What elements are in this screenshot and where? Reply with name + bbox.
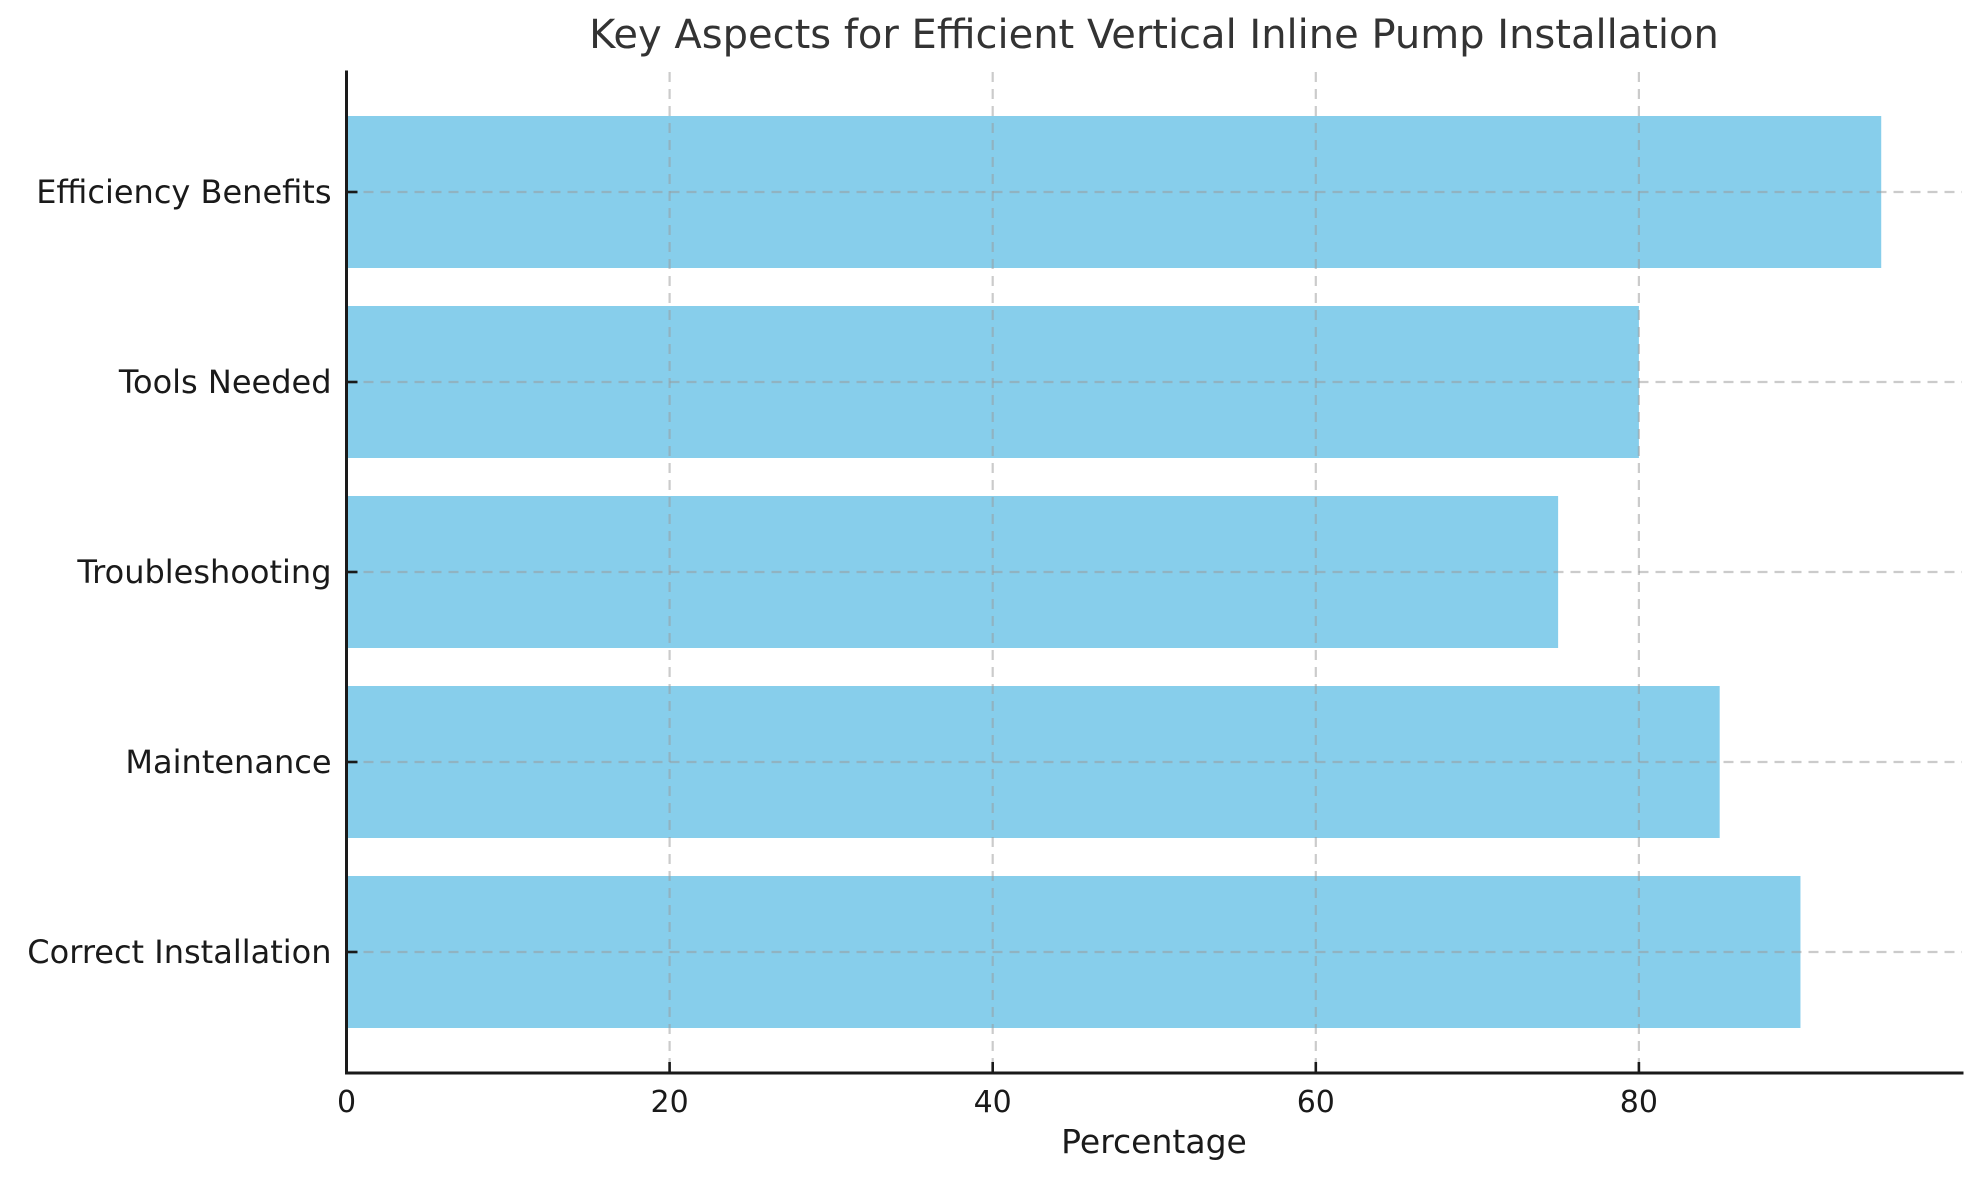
gridlines: [346, 72, 1962, 1073]
plot-area: 0 20 40 60 80 Efficiency Benefits Tools Needed…: [27, 70, 1964, 1120]
y-tick-label-correct-installation: Correct Installation: [27, 933, 331, 971]
x-tick-label: 0: [337, 1085, 356, 1120]
y-tick-label-maintenance: Maintenance: [125, 743, 331, 781]
x-tick-label: 80: [1620, 1085, 1658, 1120]
chart-title: Key Aspects for Efficient Vertical Inlin…: [589, 12, 1719, 58]
bar-correct-installation: [346, 876, 1801, 1028]
y-tick-label-efficiency-benefits: Efficiency Benefits: [36, 173, 331, 211]
x-axis-label: Percentage: [1061, 1122, 1247, 1161]
x-tick-label: 20: [651, 1085, 689, 1120]
ticks: 0 20 40 60 80 Efficiency Benefits Tools Needed…: [27, 173, 1658, 1120]
x-tick-label: 40: [974, 1085, 1012, 1120]
y-tick-label-troubleshooting: Troubleshooting: [76, 553, 331, 591]
y-tick-label-tools-needed: Tools Needed: [118, 363, 332, 401]
x-tick-label: 60: [1297, 1085, 1335, 1120]
